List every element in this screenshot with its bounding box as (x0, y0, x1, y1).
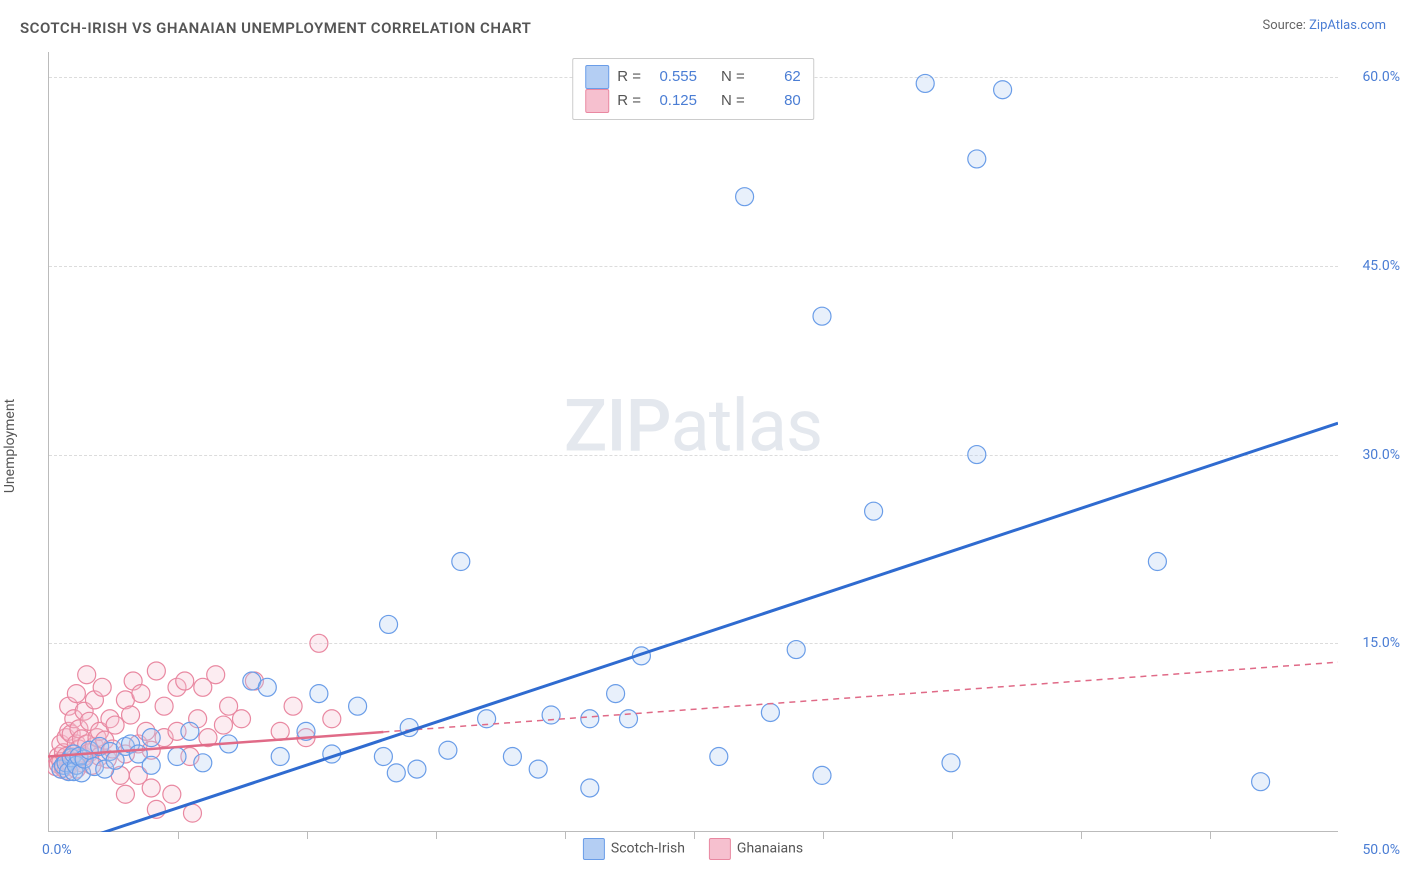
gridline (49, 266, 1338, 267)
y-axis-label: Unemployment (2, 399, 18, 493)
x-tick (1081, 831, 1082, 839)
legend-r-label: R = (617, 89, 641, 113)
legend-r-value: 0.555 (649, 65, 697, 89)
x-tick (823, 831, 824, 839)
x-tick (178, 831, 179, 839)
legend-label: Scotch-Irish (611, 841, 685, 857)
correlation-legend: R = 0.555 N = 62 R = 0.125 N = 80 (572, 58, 814, 120)
legend-n-label: N = (721, 65, 745, 89)
gridline (49, 643, 1338, 644)
legend-n-label: N = (721, 89, 745, 113)
y-tick-label: 45.0% (1344, 258, 1400, 274)
legend-swatch-scotch-irish (583, 838, 605, 860)
legend-item-scotch-irish: Scotch-Irish (583, 838, 685, 860)
legend-n-value: 80 (753, 89, 801, 113)
legend-label: Ghanaians (737, 841, 803, 857)
legend-r-value: 0.125 (649, 89, 697, 113)
legend-row-ghanaians: R = 0.125 N = 80 (585, 89, 801, 113)
legend-item-ghanaians: Ghanaians (709, 838, 803, 860)
plot-area: 15.0%30.0%45.0%60.0% ZIPatlas R = 0.555 … (48, 52, 1338, 832)
legend-r-label: R = (617, 65, 641, 89)
legend-row-scotch-irish: R = 0.555 N = 62 (585, 65, 801, 89)
source-label: Source: ZipAtlas.com (1262, 18, 1386, 33)
x-tick (307, 831, 308, 839)
legend-swatch-ghanaians (709, 838, 731, 860)
chart-title: SCOTCH-IRISH VS GHANAIAN UNEMPLOYMENT CO… (20, 19, 531, 37)
gridline (49, 455, 1338, 456)
legend-swatch-ghanaians (585, 89, 609, 113)
legend-n-value: 62 (753, 65, 801, 89)
y-tick-label: 30.0% (1344, 447, 1400, 463)
x-tick (565, 831, 566, 839)
y-tick-label: 15.0% (1344, 635, 1400, 651)
x-tick (436, 831, 437, 839)
x-tick (1210, 831, 1211, 839)
source-link[interactable]: ZipAtlas.com (1309, 18, 1386, 33)
source-prefix: Source: (1262, 18, 1309, 33)
x-tick-right: 50.0% (1362, 842, 1400, 858)
x-tick (952, 831, 953, 839)
x-tick-left: 0.0% (42, 842, 72, 858)
series-legend: Scotch-Irish Ghanaians (583, 838, 803, 860)
y-tick-label: 60.0% (1344, 69, 1400, 85)
legend-swatch-scotch-irish (585, 65, 609, 89)
